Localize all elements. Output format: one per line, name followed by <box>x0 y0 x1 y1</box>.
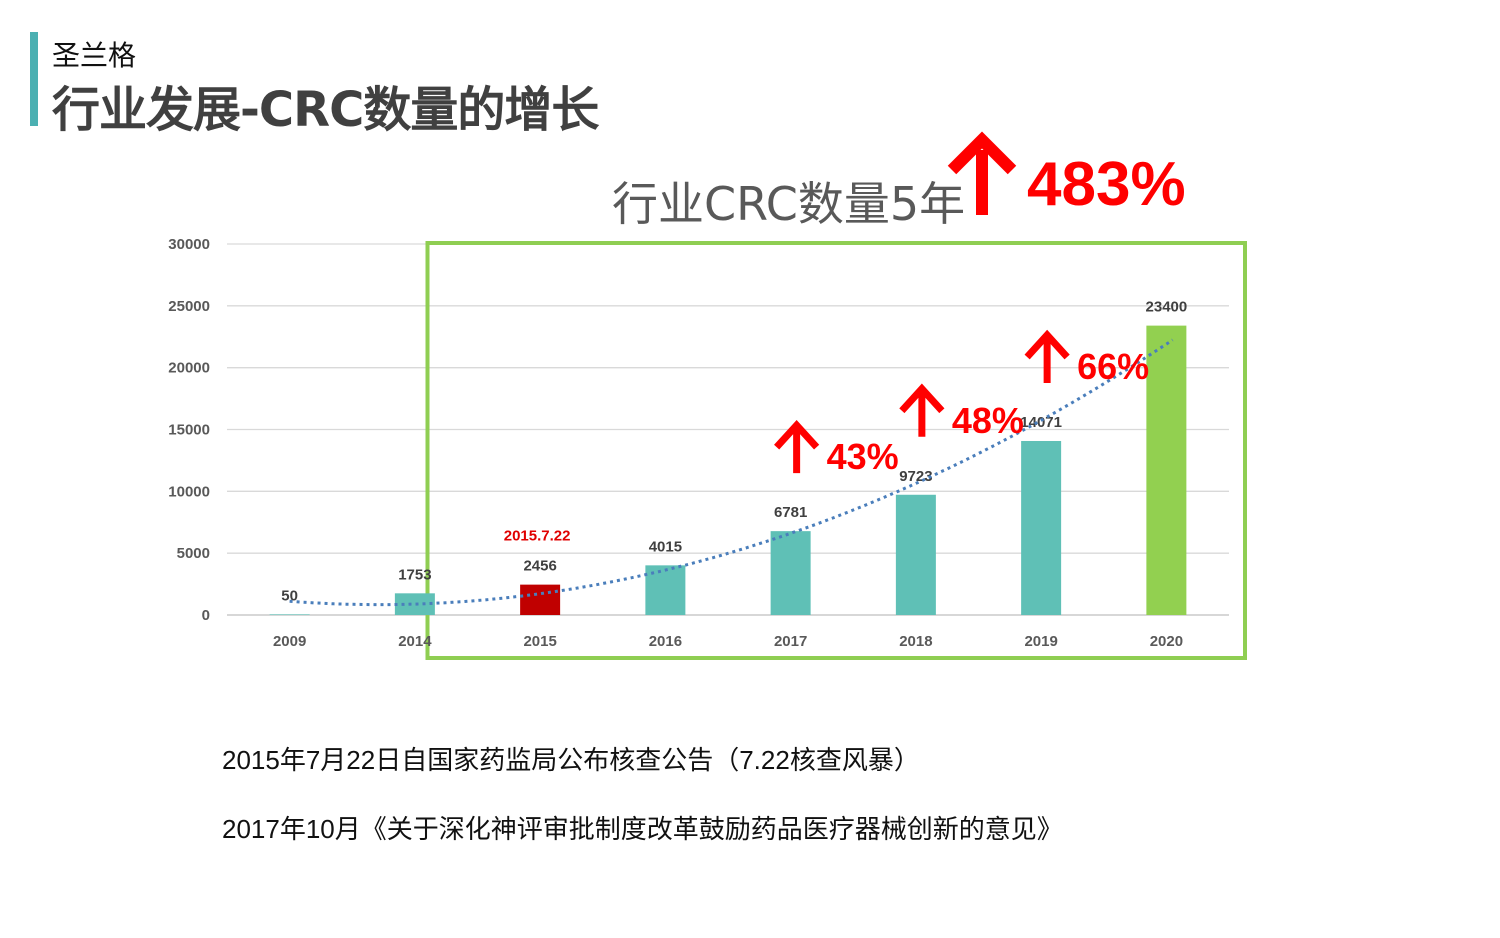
growth-label-2017: 43% <box>827 436 899 477</box>
chart-headline: 行业CRC数量5年 <box>612 177 965 231</box>
y-tick-label: 10000 <box>168 483 210 500</box>
growth-label-2019: 66% <box>1077 346 1149 387</box>
bar-2018 <box>895 494 936 615</box>
data-label-2020: 23400 <box>1146 299 1188 316</box>
growth-label-2018: 48% <box>952 400 1024 441</box>
growth-up-arrow-icon <box>899 383 945 437</box>
note-2017: 2017年10月《关于深化神评审批制度改革鼓励药品医疗器械创新的意见》 <box>222 814 1063 844</box>
data-label-2017: 6781 <box>774 504 807 521</box>
x-tick-label: 2017 <box>774 633 807 650</box>
headline-growth: 483% <box>1027 150 1186 219</box>
x-tick-label: 2015 <box>523 633 556 650</box>
data-label-2016: 4015 <box>649 538 682 555</box>
x-tick-label: 2014 <box>398 633 432 650</box>
trendline <box>289 338 1174 607</box>
x-tick-label: 2020 <box>1150 633 1183 650</box>
bar-2020 <box>1146 325 1187 615</box>
bar-2014 <box>394 593 435 615</box>
growth-up-arrow-icon <box>774 419 820 474</box>
highlight-box <box>425 241 1247 660</box>
x-tick-label: 2018 <box>899 633 932 650</box>
note-2015: 2015年7月22日自国家药监局公布核查公告（7.22核查风暴） <box>222 745 920 775</box>
y-tick-label: 30000 <box>168 236 210 253</box>
y-tick-label: 15000 <box>168 422 210 439</box>
y-tick-label: 0 <box>202 607 210 624</box>
data-label-2009: 50 <box>281 587 298 604</box>
data-label-2019: 14071 <box>1020 414 1062 431</box>
headline-up-arrow-icon <box>947 131 1017 215</box>
x-tick-label: 2016 <box>649 633 682 650</box>
bar-2015 <box>520 584 561 615</box>
y-tick-label: 25000 <box>168 298 210 315</box>
y-tick-label: 20000 <box>168 360 210 377</box>
growth-up-arrow-icon <box>1024 329 1070 383</box>
bar-2009 <box>269 614 310 615</box>
y-tick-label: 5000 <box>177 545 210 562</box>
data-label-2014: 1753 <box>398 566 431 583</box>
bar-2019 <box>1021 440 1062 615</box>
data-label-2015: 2456 <box>523 558 556 575</box>
brand-name: 圣兰格 <box>52 39 137 72</box>
bar-2017 <box>770 531 811 615</box>
x-tick-label: 2009 <box>273 633 306 650</box>
page-title: 行业发展-CRC数量的增长 <box>52 82 599 138</box>
x-tick-label: 2019 <box>1024 633 1057 650</box>
date-annotation: 2015.7.22 <box>504 528 571 545</box>
title-accent-bar <box>30 32 38 126</box>
